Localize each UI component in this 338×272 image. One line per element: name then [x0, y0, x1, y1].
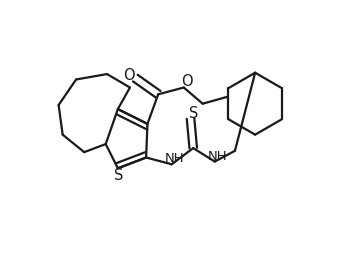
Text: S: S — [189, 106, 198, 120]
Text: NH: NH — [165, 152, 184, 165]
Text: S: S — [114, 168, 123, 183]
Text: O: O — [181, 74, 192, 89]
Text: O: O — [124, 68, 135, 83]
Text: NH: NH — [208, 150, 227, 163]
